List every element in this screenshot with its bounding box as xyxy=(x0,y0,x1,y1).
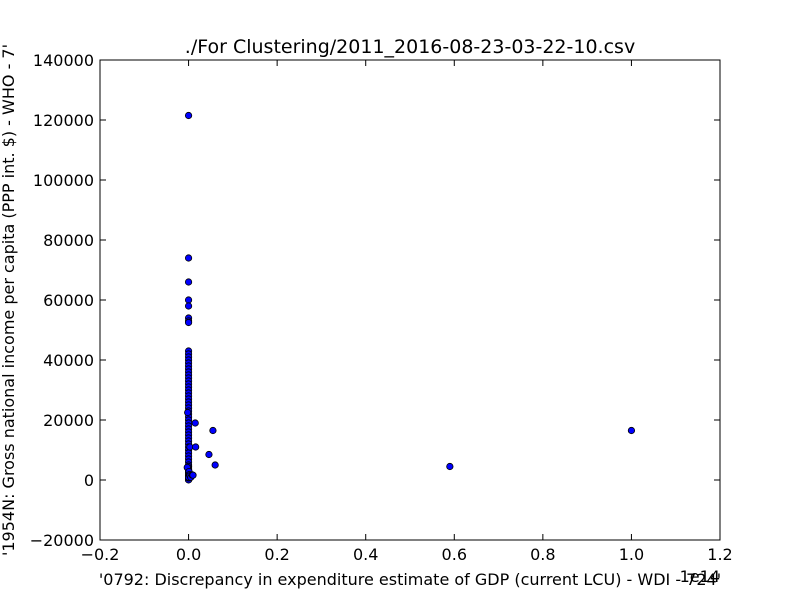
y-tick-label: 140000 xyxy=(33,51,94,70)
y-tick-label: −20000 xyxy=(30,531,94,550)
data-point xyxy=(184,318,193,327)
y-tick-label: 20000 xyxy=(43,411,94,430)
y-axis: −20000 0 20000 40000 60000 80000 100000 120000 1… xyxy=(30,51,720,550)
chart-title: ./For Clustering/2011_2016-08-23-03-22-1… xyxy=(185,36,635,58)
data-point xyxy=(446,462,454,471)
x-tick-label: 1.2 xyxy=(707,545,732,564)
data-point xyxy=(184,254,193,262)
data-point xyxy=(205,450,213,459)
data-point xyxy=(184,296,193,304)
y-tick-label: 100000 xyxy=(33,171,94,190)
data-point xyxy=(184,111,193,120)
data-point xyxy=(184,408,192,417)
x-axis: −0.2 0.0 0.2 0.4 0.6 0.8 1.0 1.2 xyxy=(81,60,733,564)
data-point xyxy=(191,419,199,427)
y-tick-label: 80000 xyxy=(43,231,94,250)
data-point xyxy=(192,443,200,451)
x-offset-label: 1e14 xyxy=(680,567,720,586)
x-tick-label: 0.4 xyxy=(353,545,378,564)
y-tick-label: 60000 xyxy=(43,291,94,310)
y-tick-label: 120000 xyxy=(33,111,94,130)
y-tick-label: 0 xyxy=(84,471,94,490)
y-tick-label: 40000 xyxy=(43,351,94,370)
data-point xyxy=(184,278,193,286)
x-axis-label: '0792: Discrepancy in expenditure estima… xyxy=(99,570,721,589)
x-tick-label: 0.8 xyxy=(530,545,555,564)
data-point xyxy=(627,426,636,435)
data-point xyxy=(189,471,197,479)
x-tick-label: 0.6 xyxy=(442,545,467,564)
x-tick-label: 0.0 xyxy=(176,545,201,564)
data-point xyxy=(209,426,217,435)
x-tick-label: 0.2 xyxy=(264,545,289,564)
x-tick-label: −0.2 xyxy=(81,545,120,564)
y-axis-label: '1954N: Gross national income per capita… xyxy=(0,44,18,556)
data-point xyxy=(184,302,193,310)
points-layer xyxy=(183,111,636,484)
data-point xyxy=(211,461,219,469)
x-tick-label: 1.0 xyxy=(619,545,644,564)
